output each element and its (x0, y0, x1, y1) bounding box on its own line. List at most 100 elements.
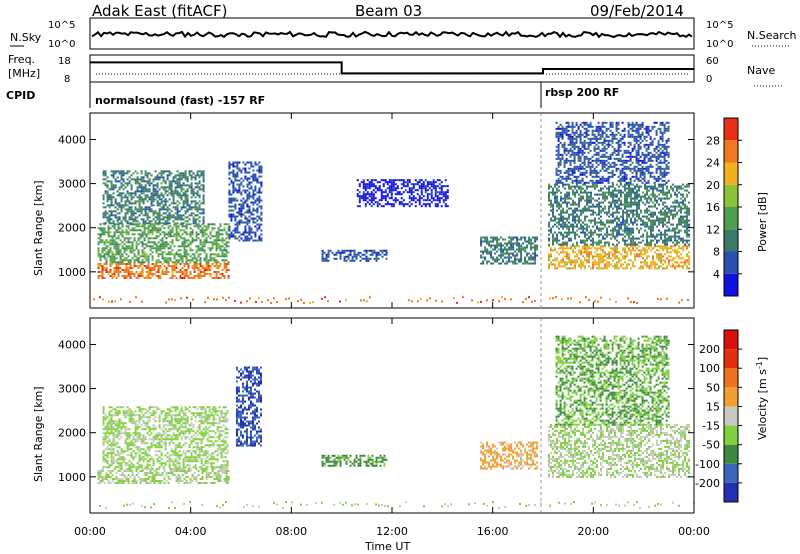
heatmap-cell (232, 161, 235, 164)
heatmap-cell (566, 183, 569, 186)
heatmap-cell (612, 195, 615, 198)
heatmap-cell (246, 199, 249, 202)
heatmap-cell (594, 229, 597, 232)
heatmap-cell (223, 227, 226, 230)
heatmap-cell (418, 203, 421, 206)
heatmap-cell (198, 212, 201, 215)
heatmap-cell (686, 239, 689, 242)
heatmap-cell (333, 257, 336, 260)
heatmap-cell (670, 195, 673, 198)
heatmap-cell (680, 201, 683, 204)
heatmap-cell (598, 209, 601, 212)
heatmap-cell (484, 246, 487, 249)
heatmap-cell (174, 188, 177, 191)
heatmap-cell (133, 253, 136, 256)
heatmap-cell (252, 191, 255, 194)
heatmap-cell (570, 263, 573, 266)
heatmap-cell (396, 185, 399, 188)
heatmap-cell (151, 259, 154, 262)
heatmap-cell (442, 195, 445, 198)
heatmap-cell (557, 165, 560, 168)
heatmap-cell (584, 243, 587, 246)
heatmap-cell (141, 225, 144, 228)
heatmap-cell (124, 182, 127, 185)
heatmap-cell (442, 185, 445, 188)
heatmap-cell (676, 193, 679, 196)
heatmap-cell (197, 223, 200, 226)
heatmap-cell (622, 211, 625, 214)
heatmap-cell (670, 245, 673, 248)
heatmap-cell (181, 257, 184, 260)
heatmap-cell (106, 176, 109, 179)
heatmap-cell (228, 205, 231, 208)
heatmap-cell (202, 190, 205, 193)
heatmap-cell (189, 233, 192, 236)
heatmap-cell (125, 245, 128, 248)
heatmap-cell (579, 165, 582, 168)
heatmap-cell (624, 235, 627, 238)
heatmap-cell (147, 277, 150, 279)
heatmap-cell (200, 188, 203, 191)
heatmap-cell (160, 198, 163, 201)
heatmap-cell (650, 199, 653, 202)
heatmap-cell (109, 269, 112, 271)
heatmap-cell (394, 199, 397, 202)
heatmap-cell (630, 217, 633, 220)
heatmap-cell (563, 145, 566, 148)
heatmap-cell (596, 213, 599, 216)
heatmap-cell (181, 237, 184, 240)
heatmap-cell (572, 203, 575, 206)
heatmap-cell (680, 209, 683, 212)
heatmap-cell (388, 187, 391, 190)
heatmap-cell (240, 177, 243, 180)
heatmap-cell (642, 247, 645, 250)
heatmap-cell (410, 189, 413, 192)
heatmap-cell (123, 277, 126, 279)
heatmap-cell (602, 235, 605, 238)
heatmap-cell (585, 135, 588, 138)
heatmap-cell (684, 207, 687, 210)
heatmap-cell (524, 236, 527, 239)
heatmap-cell (155, 275, 158, 277)
heatmap-cell (258, 217, 261, 220)
heatmap-cell (119, 271, 122, 273)
heatmap-cell (646, 187, 649, 190)
heatmap-cell (144, 198, 147, 201)
heatmap-cell (131, 245, 134, 248)
heatmap-cell (361, 257, 364, 260)
heatmap-cell (119, 255, 122, 258)
heatmap-cell (120, 220, 123, 223)
heatmap-cell (370, 183, 373, 186)
heatmap-cell (654, 221, 657, 224)
heatmap-cell (152, 198, 155, 201)
heatmap-cell (148, 178, 151, 181)
heatmap-cell (561, 157, 564, 160)
heatmap-cell (618, 197, 621, 200)
heatmap-cell (133, 223, 136, 226)
heatmap-cell (189, 277, 192, 279)
heatmap-cell (616, 211, 619, 214)
heatmap-cell (140, 188, 143, 191)
heatmap-cell (256, 239, 259, 242)
heatmap-cell (122, 216, 125, 219)
heatmap-cell (97, 265, 100, 267)
heatmap-cell (632, 249, 635, 252)
heatmap-cell (104, 190, 107, 193)
heatmap-cell (565, 153, 568, 156)
heatmap-cell (180, 178, 183, 181)
heatmap-cell (172, 180, 175, 183)
heatmap-cell (178, 178, 181, 181)
heatmap-cell (151, 275, 154, 277)
heatmap-cell (137, 233, 140, 236)
heatmap-cell (201, 275, 204, 277)
heatmap-cell (573, 131, 576, 134)
heatmap-cell (573, 133, 576, 136)
heatmap-cell (660, 233, 663, 236)
heatmap-cell (185, 273, 188, 275)
heatmap-cell (576, 215, 579, 218)
heatmap-cell (592, 239, 595, 242)
heatmap-cell (604, 253, 607, 256)
heatmap-cell (228, 229, 231, 232)
heatmap-cell (557, 135, 560, 138)
heatmap-cell (172, 220, 175, 223)
